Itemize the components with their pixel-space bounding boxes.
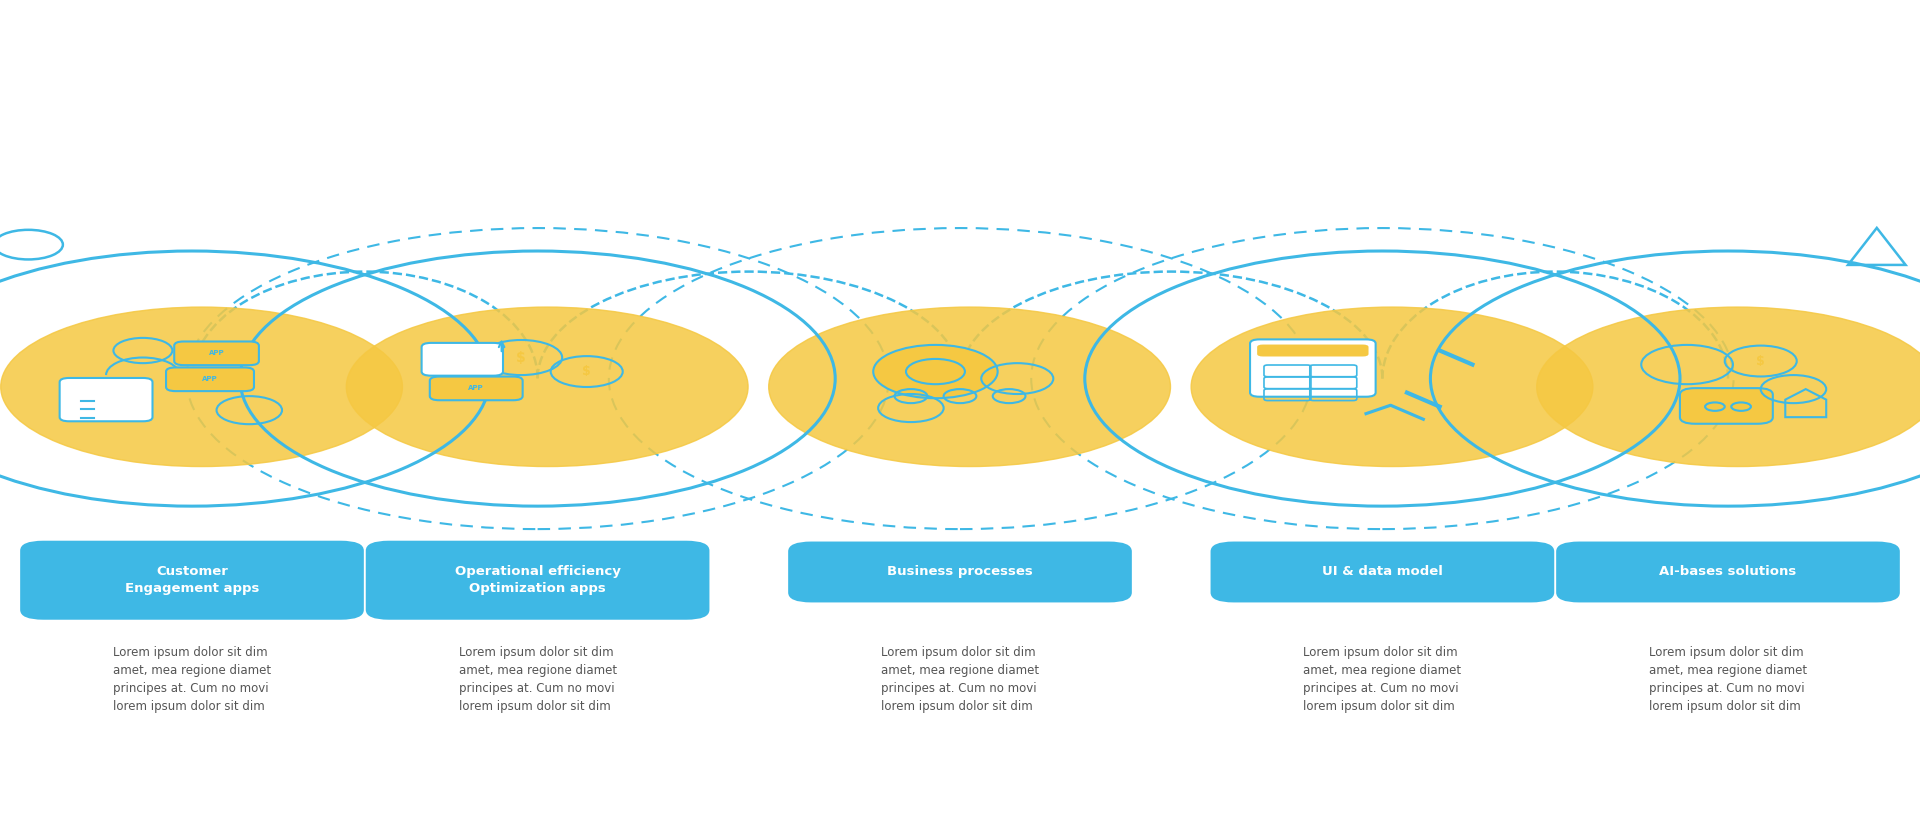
Ellipse shape [346, 307, 749, 467]
FancyBboxPatch shape [1250, 339, 1375, 397]
Text: Business processes: Business processes [887, 565, 1033, 579]
FancyBboxPatch shape [1210, 542, 1553, 602]
Text: Operational efficiency
Optimization apps: Operational efficiency Optimization apps [455, 565, 620, 595]
Text: Lorem ipsum dolor sit dim
amet, mea regione diamet
principes at. Cum no movi
lor: Lorem ipsum dolor sit dim amet, mea regi… [1304, 646, 1461, 713]
Ellipse shape [768, 307, 1171, 467]
Text: Lorem ipsum dolor sit dim
amet, mea regione diamet
principes at. Cum no movi
lor: Lorem ipsum dolor sit dim amet, mea regi… [1649, 646, 1807, 713]
Text: Customer
Engagement apps: Customer Engagement apps [125, 565, 259, 595]
Ellipse shape [0, 307, 403, 467]
Text: ⚙: ⚙ [173, 357, 211, 400]
Text: 👁: 👁 [947, 357, 973, 400]
Text: APP: APP [202, 376, 217, 382]
Text: 🤖: 🤖 [1715, 357, 1741, 400]
Text: AI-bases solutions: AI-bases solutions [1659, 565, 1797, 579]
Text: APP: APP [209, 351, 225, 356]
Ellipse shape [1536, 307, 1920, 467]
FancyBboxPatch shape [175, 342, 259, 365]
Text: $: $ [516, 351, 526, 365]
FancyBboxPatch shape [60, 378, 152, 421]
FancyBboxPatch shape [365, 541, 708, 620]
Ellipse shape [1190, 307, 1594, 467]
FancyBboxPatch shape [1258, 345, 1369, 356]
FancyBboxPatch shape [165, 367, 253, 391]
Text: Lorem ipsum dolor sit dim
amet, mea regione diamet
principes at. Cum no movi
lor: Lorem ipsum dolor sit dim amet, mea regi… [459, 646, 616, 713]
Text: Lorem ipsum dolor sit dim
amet, mea regione diamet
principes at. Cum no movi
lor: Lorem ipsum dolor sit dim amet, mea regi… [113, 646, 271, 713]
FancyBboxPatch shape [430, 377, 522, 400]
FancyBboxPatch shape [787, 542, 1131, 602]
Text: ▦: ▦ [1361, 357, 1404, 400]
FancyBboxPatch shape [21, 541, 365, 620]
Text: APP: APP [468, 385, 484, 392]
Text: Lorem ipsum dolor sit dim
amet, mea regione diamet
principes at. Cum no movi
lor: Lorem ipsum dolor sit dim amet, mea regi… [881, 646, 1039, 713]
FancyBboxPatch shape [422, 343, 503, 375]
Text: $: $ [1757, 355, 1764, 368]
FancyBboxPatch shape [1680, 388, 1772, 424]
Circle shape [874, 345, 998, 398]
Text: 💲: 💲 [524, 357, 551, 400]
FancyBboxPatch shape [1555, 542, 1901, 602]
Text: $: $ [582, 365, 591, 378]
Text: UI & data model: UI & data model [1323, 565, 1442, 579]
